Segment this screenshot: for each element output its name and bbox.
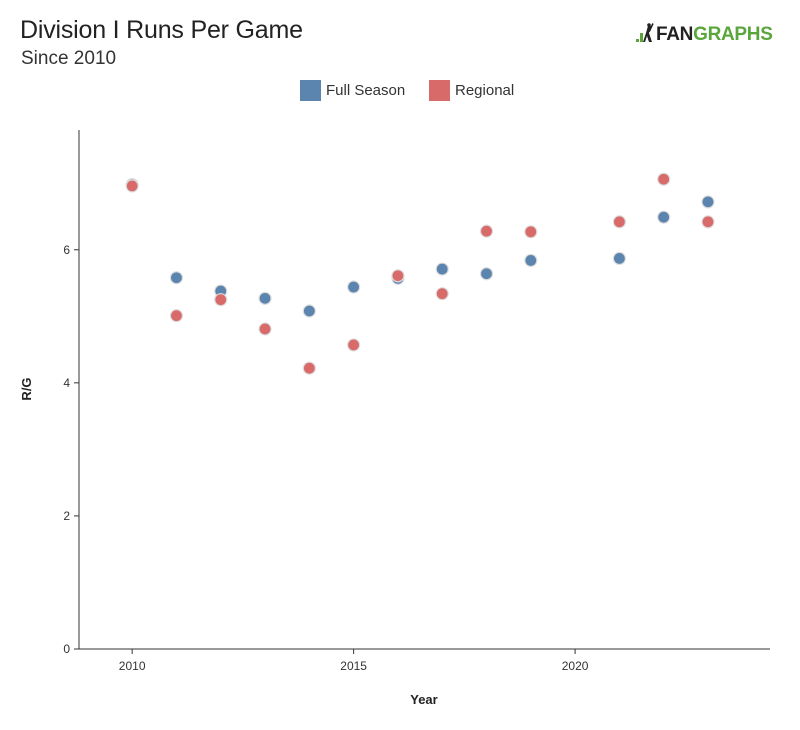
- point-regional-2017[interactable]: [435, 287, 449, 301]
- point-regional-2021[interactable]: [612, 215, 626, 229]
- point-regional-2012[interactable]: [214, 293, 228, 307]
- fangraphs-logo[interactable]: FAN GRAPHS: [636, 22, 773, 46]
- point-regional-2011[interactable]: [169, 309, 184, 323]
- chart-title: Division I Runs Per Game: [20, 16, 303, 44]
- point-regional-2023[interactable]: [701, 215, 715, 229]
- x-tick-label: 2015: [340, 659, 367, 673]
- y-tick-label: 0: [63, 642, 70, 656]
- x-tick-label: 2010: [119, 659, 146, 673]
- point-full-season-2017[interactable]: [435, 262, 449, 276]
- legend-label-full-season: Full Season: [326, 81, 406, 99]
- x-tick-label: 2020: [562, 659, 589, 673]
- chart-legend: Full Season Regional: [0, 79, 800, 101]
- plot-axes: 0 2 4 6 2010 2015 2020: [63, 130, 770, 673]
- legend-item-full-season[interactable]: Full Season: [300, 79, 405, 101]
- y-tick-label: 6: [63, 243, 70, 257]
- point-full-season-2011[interactable]: [169, 271, 184, 285]
- point-full-season-2023[interactable]: [701, 195, 715, 209]
- point-regional-2019[interactable]: [524, 225, 538, 239]
- point-full-season-2014[interactable]: [302, 304, 316, 318]
- point-regional-2013[interactable]: [258, 322, 272, 336]
- x-axis-label: Year: [410, 692, 437, 707]
- logo-text-graphs: GRAPHS: [693, 23, 773, 45]
- logo-text-fan: FAN: [656, 23, 694, 45]
- chart-subtitle: Since 2010: [21, 48, 117, 69]
- plot-points: [125, 172, 715, 375]
- point-regional-2015[interactable]: [347, 338, 361, 352]
- y-tick-label: 4: [63, 376, 70, 390]
- point-regional-2022[interactable]: [657, 172, 671, 186]
- point-full-season-2018[interactable]: [479, 267, 494, 281]
- batter-logo-icon: [636, 23, 654, 42]
- point-full-season-2015[interactable]: [347, 280, 361, 294]
- legend-label-regional: Regional: [455, 81, 515, 99]
- point-regional-2018[interactable]: [479, 224, 494, 238]
- point-full-season-2022[interactable]: [657, 210, 671, 224]
- point-regional-2014[interactable]: [302, 361, 316, 375]
- y-axis-label: R/G: [19, 377, 34, 400]
- point-full-season-2021[interactable]: [612, 251, 626, 266]
- legend-item-regional[interactable]: Regional: [429, 79, 514, 101]
- point-regional-2010[interactable]: [125, 179, 139, 193]
- y-tick-label: 2: [63, 509, 70, 523]
- point-full-season-2013[interactable]: [258, 291, 272, 305]
- legend-swatch-full-season: [300, 79, 321, 101]
- point-full-season-2019[interactable]: [524, 253, 538, 268]
- legend-swatch-regional: [429, 79, 450, 101]
- point-regional-2016[interactable]: [391, 269, 405, 283]
